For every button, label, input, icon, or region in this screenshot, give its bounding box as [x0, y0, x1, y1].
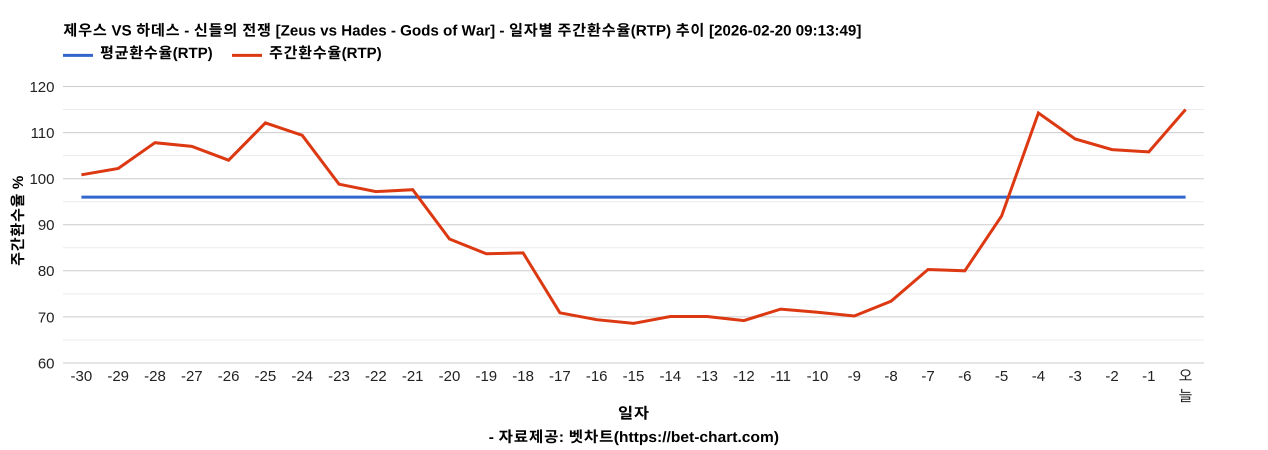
svg-text:-10: -10: [807, 368, 829, 385]
svg-text:-12: -12: [733, 368, 755, 385]
svg-text:-1: -1: [1142, 368, 1155, 385]
svg-text:-11: -11: [770, 368, 791, 385]
svg-text:-4: -4: [1032, 368, 1045, 385]
svg-text:-3: -3: [1069, 368, 1082, 385]
svg-text:-8: -8: [884, 368, 897, 385]
svg-text:-7: -7: [921, 368, 934, 385]
svg-text:-28: -28: [144, 368, 166, 385]
svg-text:-2: -2: [1105, 368, 1118, 385]
svg-text:90: 90: [38, 217, 55, 234]
svg-text:-17: -17: [549, 368, 571, 385]
svg-text:-15: -15: [623, 368, 645, 385]
svg-text:-23: -23: [328, 368, 350, 385]
svg-text:-21: -21: [402, 368, 424, 385]
svg-text:-24: -24: [291, 368, 313, 385]
svg-text:-27: -27: [181, 368, 203, 385]
svg-text:-20: -20: [439, 368, 461, 385]
svg-text:-29: -29: [107, 368, 129, 385]
svg-text:-30: -30: [71, 368, 93, 385]
svg-text:-14: -14: [659, 368, 681, 385]
svg-text:-19: -19: [475, 368, 497, 385]
svg-text:-16: -16: [586, 368, 608, 385]
svg-text:-22: -22: [365, 368, 387, 385]
svg-text:-13: -13: [696, 368, 718, 385]
svg-text:110: 110: [31, 125, 55, 142]
svg-text:-26: -26: [218, 368, 240, 385]
svg-text:60: 60: [38, 355, 55, 372]
svg-text:-18: -18: [512, 368, 534, 385]
svg-text:120: 120: [29, 79, 54, 96]
svg-text:70: 70: [38, 309, 55, 326]
svg-text:-25: -25: [255, 368, 277, 385]
svg-text:-6: -6: [958, 368, 971, 385]
svg-text:-9: -9: [848, 368, 861, 385]
svg-text:100: 100: [29, 171, 54, 188]
svg-text:-5: -5: [995, 368, 1008, 385]
svg-text:80: 80: [38, 263, 55, 280]
